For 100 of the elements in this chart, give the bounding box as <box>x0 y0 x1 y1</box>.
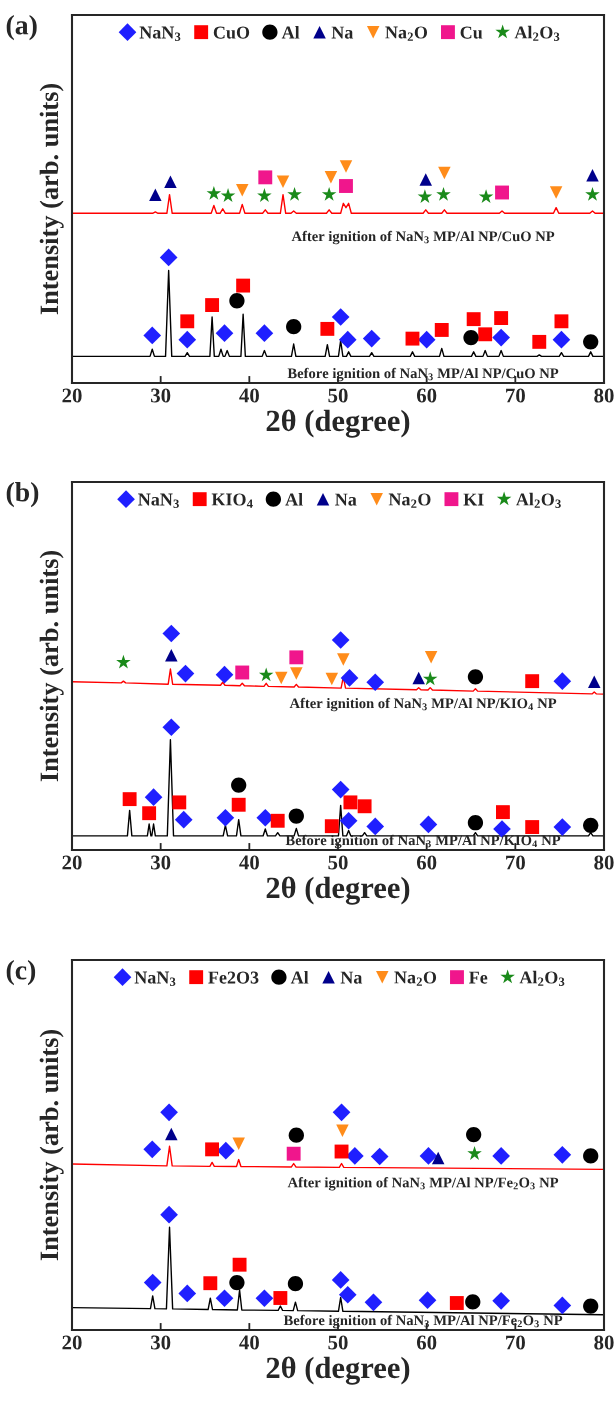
legend-label: Al$_{2}$O$_{3}$ <box>519 970 565 986</box>
point <box>174 810 193 829</box>
point <box>229 293 245 309</box>
point <box>467 669 484 685</box>
legend-label: Fe2O3 <box>208 971 259 984</box>
point <box>215 665 234 684</box>
point <box>418 1291 437 1310</box>
legend-label: Fe <box>469 971 488 984</box>
legend-label: NaN$_{3}$ <box>134 971 176 986</box>
point <box>478 327 493 342</box>
legend-label: Na$_{2}$O <box>388 493 431 508</box>
x-tick-label: 60 <box>416 388 437 403</box>
legend-label: Na <box>335 493 357 506</box>
point <box>478 189 494 204</box>
point <box>366 673 385 692</box>
point <box>290 667 303 680</box>
point <box>231 797 246 812</box>
point <box>362 329 381 348</box>
legend-label: NaN$_{3}$ <box>138 493 179 508</box>
point <box>466 312 481 327</box>
legend-label: Al$_{2}$O$_{3}$ <box>516 492 561 508</box>
legend-label: NaN$_{3}$ <box>139 26 181 41</box>
point <box>346 1147 364 1165</box>
x-tick-label: 70 <box>506 1335 525 1350</box>
x-tick-label: 20 <box>62 388 82 403</box>
point <box>553 818 572 836</box>
point <box>494 311 509 325</box>
point <box>324 171 338 184</box>
chart-title: (c) <box>6 960 36 986</box>
point <box>554 314 569 329</box>
point <box>532 334 547 349</box>
point <box>553 1145 572 1164</box>
x-tick-label: 60 <box>416 1335 437 1350</box>
point <box>116 654 131 669</box>
point <box>549 186 563 199</box>
point <box>495 185 509 200</box>
point <box>215 324 234 343</box>
point <box>339 179 353 193</box>
point <box>229 1274 245 1291</box>
point <box>236 278 251 293</box>
legend-label: Cu <box>460 26 483 39</box>
point <box>122 792 137 807</box>
point <box>159 248 178 267</box>
point <box>143 326 162 345</box>
point <box>142 806 157 821</box>
point <box>255 324 274 343</box>
point <box>419 815 438 834</box>
x-axis-title: 2θ (degree) <box>266 409 410 438</box>
legend-label: Na <box>340 971 363 984</box>
x-tick-label: 40 <box>239 1335 259 1350</box>
point <box>366 817 385 836</box>
point <box>553 1296 572 1315</box>
point <box>467 815 484 831</box>
legend-label: KI <box>463 493 484 506</box>
point <box>286 1146 301 1161</box>
point <box>585 187 600 201</box>
x-tick-label: 20 <box>62 1335 82 1350</box>
point <box>275 671 288 685</box>
point <box>331 308 350 326</box>
point <box>220 188 236 202</box>
point <box>162 624 181 643</box>
x-tick-label: 70 <box>506 855 525 870</box>
legend-label: Al <box>290 970 309 984</box>
point <box>178 1284 197 1303</box>
point <box>232 1137 245 1150</box>
point <box>339 160 353 173</box>
point <box>149 188 162 201</box>
point <box>324 819 339 834</box>
x-tick-label: 20 <box>62 855 82 870</box>
point <box>287 187 302 201</box>
point <box>553 672 572 690</box>
annotation: Before ignition of NaN$_{3}$ MP/Al NP/CuO NP <box>287 367 559 382</box>
point <box>583 817 599 833</box>
point <box>467 1146 482 1160</box>
point <box>525 674 540 689</box>
point <box>338 330 357 349</box>
x-tick-label: 40 <box>239 855 259 870</box>
point <box>235 665 250 680</box>
x-tick-label: 70 <box>506 388 525 403</box>
point <box>417 330 436 349</box>
point <box>176 664 195 683</box>
point <box>583 1148 599 1164</box>
point <box>270 813 285 828</box>
point <box>235 184 249 197</box>
point <box>180 314 195 329</box>
point <box>289 650 304 665</box>
point <box>255 1289 274 1308</box>
point <box>370 1147 389 1166</box>
point <box>286 319 302 335</box>
point <box>217 1141 235 1160</box>
point <box>492 1292 510 1310</box>
point <box>321 187 337 201</box>
chart-title: (a) <box>6 15 37 41</box>
point <box>273 1291 288 1305</box>
point <box>205 1142 220 1157</box>
point <box>466 1126 482 1143</box>
point <box>160 1103 178 1122</box>
legend-label: Na$_{2}$O <box>394 971 437 986</box>
point <box>412 671 425 685</box>
point <box>162 718 181 737</box>
